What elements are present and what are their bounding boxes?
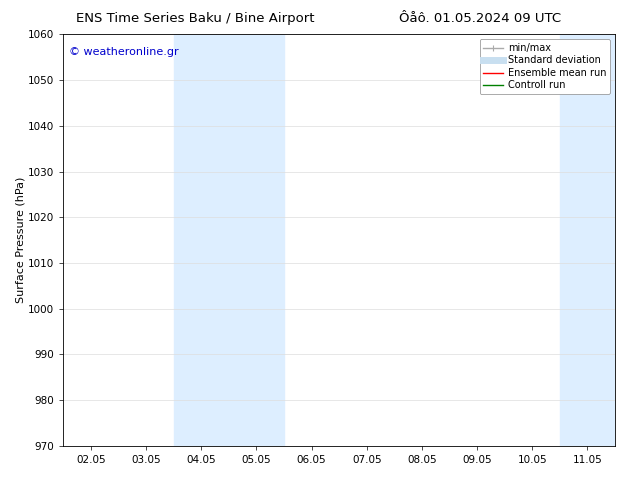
Y-axis label: Surface Pressure (hPa): Surface Pressure (hPa) xyxy=(15,177,25,303)
Text: © weatheronline.gr: © weatheronline.gr xyxy=(69,47,179,57)
Bar xyxy=(560,34,615,446)
Text: ENS Time Series Baku / Bine Airport: ENS Time Series Baku / Bine Airport xyxy=(76,12,314,25)
Bar xyxy=(174,34,284,446)
Text: Ôåô. 01.05.2024 09 UTC: Ôåô. 01.05.2024 09 UTC xyxy=(399,12,562,25)
Legend: min/max, Standard deviation, Ensemble mean run, Controll run: min/max, Standard deviation, Ensemble me… xyxy=(479,39,610,94)
